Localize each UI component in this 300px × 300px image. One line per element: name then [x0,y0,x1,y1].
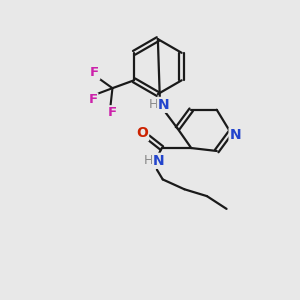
Text: F: F [90,66,99,79]
Text: N: N [158,98,170,112]
Text: N: N [230,128,241,142]
Text: F: F [108,106,117,119]
Text: H: H [148,98,158,111]
Text: O: O [136,126,148,140]
Text: H: H [143,154,153,167]
Text: F: F [88,93,98,106]
Text: N: N [153,154,165,168]
